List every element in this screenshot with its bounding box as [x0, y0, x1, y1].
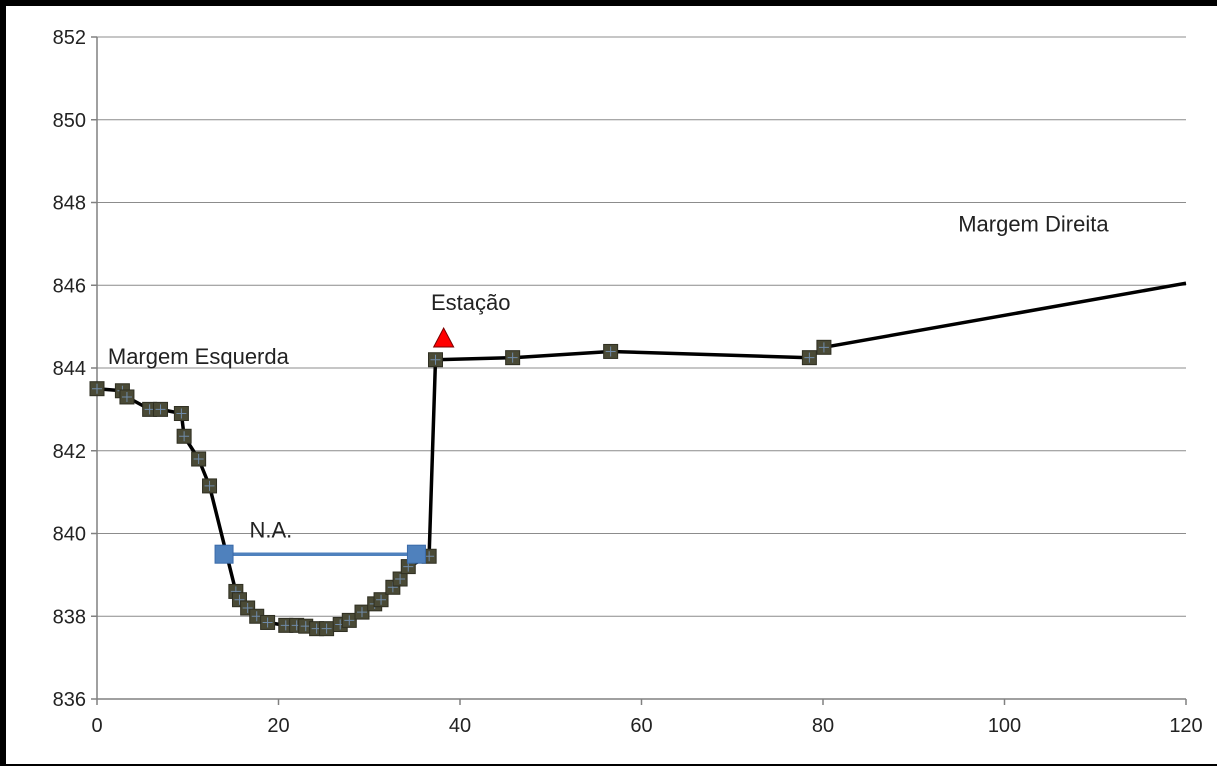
x-tick-label-6: 120: [1169, 715, 1202, 737]
gridlines: [97, 36, 1186, 617]
x-tick-labels: 0 20 40 60 80 100 120: [91, 715, 1202, 737]
annotation-3: Margem Direita: [958, 211, 1109, 236]
series-0-point-21-cross: [356, 607, 367, 618]
series-0-point-16-cross: [300, 621, 311, 632]
series-0-point-12-cross: [251, 611, 262, 622]
series-2-point-0: [432, 326, 455, 348]
series-0-point-0-cross: [92, 383, 102, 394]
y-tick-label-0: 836: [53, 689, 86, 711]
series-0-point-3-cross: [144, 404, 155, 415]
series-0-point-10-cross: [234, 594, 245, 605]
series-0-point-31-cross: [804, 352, 815, 363]
series-0-point-5-cross: [176, 408, 187, 419]
series-0-line: [96, 281, 1187, 631]
y-tick-label-3: 842: [53, 441, 86, 463]
series-0-point-30-cross: [605, 346, 616, 357]
annotations: Margem Esquerda Estação N.A. Margem Direita: [108, 211, 1109, 542]
y-tick-label-7: 850: [53, 110, 86, 132]
series-0-point-13-cross: [262, 617, 273, 628]
series-0-point-18-cross: [321, 623, 332, 634]
series-1-point-1: [406, 544, 426, 564]
y-tick-label-2: 840: [53, 524, 86, 546]
x-tick-label-3: 60: [630, 715, 652, 737]
series-0-point-6-cross: [179, 431, 190, 442]
annotation-2: N.A.: [249, 518, 292, 543]
series-0-point-7-cross: [193, 454, 204, 465]
x-tick-label-5: 100: [988, 715, 1021, 737]
x-tick-label-1: 20: [267, 715, 289, 737]
series-0-point-23-cross: [376, 594, 387, 605]
series-0-point-11-cross: [242, 602, 253, 613]
series-1-point-0: [214, 544, 234, 564]
axes: [91, 36, 1187, 705]
series-0-point-20-cross: [344, 615, 355, 626]
y-tick-label-4: 844: [53, 358, 86, 380]
series-0-point-14-cross: [280, 620, 291, 631]
series-0-point-8-cross: [204, 480, 215, 491]
y-tick-label-6: 848: [53, 193, 86, 215]
y-tick-labels: 836 838 840 842 844 846 848 850 852: [53, 27, 86, 711]
series-markers: [89, 326, 832, 637]
x-tick-label-4: 80: [812, 715, 834, 737]
annotation-0: Margem Esquerda: [108, 344, 290, 369]
x-tick-label-0: 0: [91, 715, 102, 737]
y-tick-label-5: 846: [53, 275, 86, 297]
series-0-point-25-cross: [395, 574, 406, 585]
series-0-point-28-cross: [430, 354, 441, 365]
y-tick-label-8: 852: [53, 27, 86, 49]
series-lines: [96, 281, 1187, 631]
series-0-point-29-cross: [507, 352, 518, 363]
series-0-point-32-cross: [818, 342, 829, 353]
series-0-point-4-cross: [155, 404, 166, 415]
series-0-point-2-cross: [121, 391, 132, 402]
annotation-1: Estação: [431, 290, 511, 315]
y-tick-label-1: 838: [53, 606, 86, 628]
x-tick-label-2: 40: [449, 715, 471, 737]
